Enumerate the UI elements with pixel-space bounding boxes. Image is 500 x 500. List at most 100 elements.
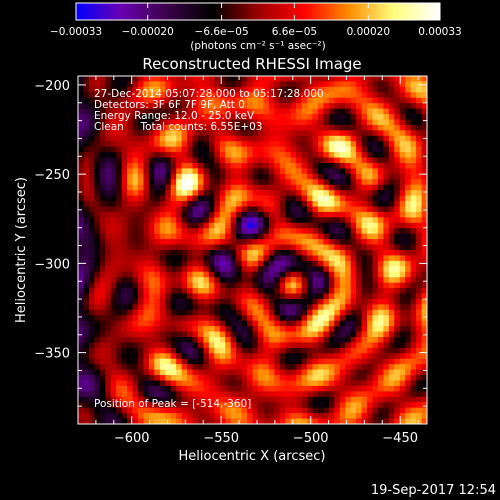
heatmap-cell (78, 364, 84, 371)
heatmap-cell (252, 135, 259, 142)
heatmap-cell (377, 391, 384, 398)
heatmap-cell (197, 331, 204, 338)
heatmap-cell (257, 309, 264, 316)
heatmap-cell (197, 173, 204, 180)
heatmap-cell (236, 244, 243, 251)
heatmap-cell (274, 326, 281, 333)
heatmap-cell (143, 418, 150, 424)
heatmap-cell (137, 146, 144, 153)
heatmap-cell (372, 184, 379, 191)
heatmap-cell (279, 326, 286, 333)
heatmap-cell (279, 152, 286, 159)
heatmap-cell (110, 217, 117, 224)
heatmap-cell (208, 342, 215, 349)
heatmap-cell (383, 163, 390, 169)
heatmap-cell (312, 277, 319, 284)
heatmap-cell (350, 108, 357, 115)
heatmap-cell (170, 119, 177, 126)
heatmap-cell (252, 298, 259, 305)
heatmap-cell (197, 418, 204, 424)
heatmap-cell (307, 195, 313, 202)
heatmap-cell (148, 190, 155, 197)
heatmap-cell (328, 413, 335, 420)
heatmap-cell (148, 81, 155, 88)
heatmap-cell (356, 375, 363, 381)
heatmap-cell (214, 222, 221, 229)
heatmap-cell (181, 124, 188, 131)
heatmap-cell (388, 124, 395, 131)
heatmap-cell (252, 92, 259, 99)
heatmap-cell (317, 288, 324, 294)
heatmap-cell (132, 163, 139, 169)
heatmap-cell (268, 217, 275, 224)
heatmap-cell (170, 190, 177, 197)
heatmap-cell (416, 391, 423, 398)
heatmap-cell (170, 157, 177, 164)
heatmap-cell (268, 114, 275, 120)
heatmap-cell (219, 217, 226, 224)
heatmap-cell (377, 250, 384, 256)
heatmap-cell (312, 157, 319, 164)
heatmap-cell (312, 304, 319, 311)
heatmap-cell (323, 217, 330, 224)
heatmap-cell (181, 130, 188, 137)
heatmap-cell (323, 347, 330, 354)
heatmap-cell (143, 173, 150, 180)
heatmap-cell (257, 369, 264, 376)
heatmap-cell (94, 304, 101, 311)
heatmap-cell (257, 108, 264, 115)
heatmap-cell (367, 228, 373, 235)
heatmap-cell (274, 304, 281, 311)
heatmap-cell (78, 326, 84, 333)
heatmap-cell (410, 391, 417, 398)
heatmap-cell (328, 337, 335, 343)
heatmap-cell (105, 293, 112, 300)
heatmap-cell (132, 364, 139, 371)
heatmap-cell (148, 413, 155, 420)
heatmap-cell (312, 331, 319, 338)
heatmap-cell (285, 391, 292, 398)
heatmap-cell (399, 385, 406, 392)
heatmap-cell (165, 81, 172, 88)
heatmap-cell (263, 320, 270, 327)
heatmap-cell (290, 184, 297, 191)
heatmap-cell (203, 407, 210, 414)
heatmap-cell (181, 211, 188, 218)
heatmap-cell (247, 315, 253, 322)
heatmap-cell (127, 385, 134, 392)
heatmap-cell (116, 190, 123, 197)
heatmap-cell (176, 266, 183, 273)
heatmap-cell (230, 217, 237, 224)
heatmap-cell (274, 288, 281, 294)
heatmap-cell (170, 195, 177, 202)
heatmap-cell (94, 103, 101, 110)
heatmap-cell (383, 86, 390, 93)
heatmap-cell (274, 103, 281, 110)
heatmap-cell (257, 86, 264, 93)
heatmap-cell (394, 108, 401, 115)
heatmap-cell (154, 179, 161, 186)
heatmap-cell (176, 337, 183, 343)
heatmap-cell (187, 244, 194, 251)
heatmap-cell (83, 277, 90, 284)
heatmap-cell (143, 288, 150, 294)
heatmap-cell (356, 331, 363, 338)
heatmap-cell (383, 211, 390, 218)
heatmap-cell (99, 195, 106, 202)
heatmap-cell (230, 282, 237, 289)
heatmap-cell (176, 250, 183, 256)
heatmap-cell (132, 211, 139, 218)
heatmap-cell (236, 211, 243, 218)
heatmap-cell (247, 152, 253, 159)
heatmap-cell (99, 135, 106, 142)
heatmap-cell (83, 211, 90, 218)
heatmap-cell (214, 380, 221, 387)
heatmap-cell (274, 222, 281, 229)
heatmap-cell (203, 277, 210, 284)
heatmap-cell (312, 315, 319, 322)
heatmap-cell (127, 293, 134, 300)
heatmap-cell (252, 353, 259, 360)
heatmap-cell (285, 103, 292, 110)
heatmap-cell (285, 385, 292, 392)
heatmap-cell (285, 135, 292, 142)
